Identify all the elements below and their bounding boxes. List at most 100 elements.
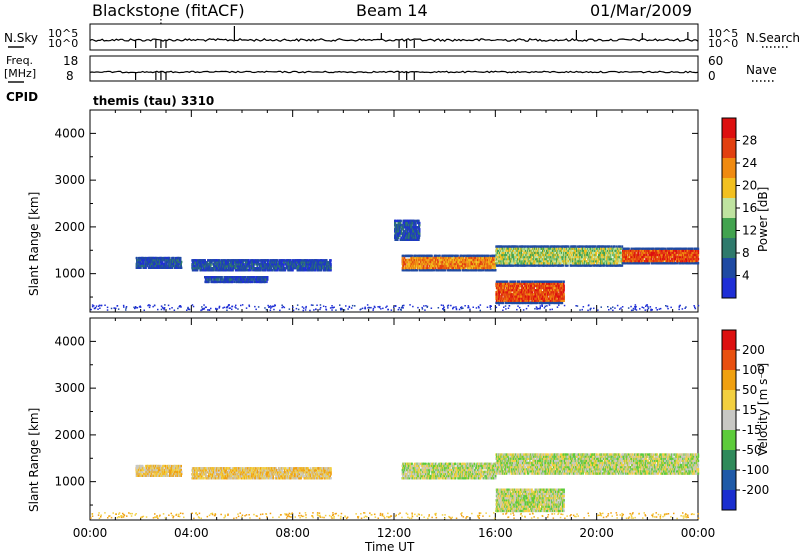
echo-cell	[211, 261, 213, 264]
echo-cell	[398, 223, 401, 227]
echo-cell	[446, 269, 449, 272]
echo-cell	[305, 263, 308, 266]
echo-cell	[432, 264, 434, 268]
echo-cell	[250, 276, 252, 279]
echo-cell	[414, 260, 416, 264]
echo-cell	[312, 265, 315, 268]
echo-cell	[211, 263, 213, 266]
echo-cell	[305, 261, 308, 264]
echo-cell	[502, 301, 505, 305]
echo-cell	[218, 259, 221, 262]
echo-cell	[540, 289, 543, 292]
echo-cell	[180, 262, 182, 266]
echo-cell	[152, 266, 155, 269]
echo-cell	[219, 261, 222, 264]
echo-cell	[236, 265, 239, 268]
echo-cell	[221, 259, 224, 262]
echo-cell	[248, 265, 251, 268]
echo-cell	[407, 232, 410, 235]
echo-cell	[418, 230, 421, 233]
echo-cell	[264, 267, 267, 270]
echo-cell	[329, 261, 332, 264]
echo-cell	[265, 265, 268, 268]
echo-cell	[236, 276, 239, 279]
echo-cell	[249, 263, 251, 266]
echo-cell	[233, 276, 236, 279]
echo-cell	[430, 256, 433, 260]
echo-cell	[194, 267, 197, 270]
echo-cell	[431, 254, 433, 258]
echo-cell	[316, 265, 318, 268]
echo-cell	[401, 269, 404, 272]
echo-cell	[248, 263, 250, 266]
echo-cell	[395, 223, 398, 227]
echo-cell	[289, 261, 292, 264]
power-panel-frame	[89, 109, 699, 313]
echo-cell	[256, 265, 258, 268]
freq-tick-bottom: 8	[66, 69, 74, 83]
echo-cell	[511, 295, 513, 298]
echo-cell	[451, 269, 454, 272]
echo-cell	[408, 236, 410, 239]
echo-cell	[299, 267, 302, 270]
echo-cell	[269, 267, 271, 270]
echo-cell	[229, 265, 232, 268]
echo-cell	[247, 261, 249, 264]
echo-cell	[156, 256, 159, 260]
echo-cell	[402, 226, 404, 229]
echo-cell	[215, 261, 218, 264]
echo-cell	[437, 258, 439, 262]
echo-cell	[254, 280, 256, 284]
echo-cell	[411, 269, 414, 272]
x-axis-title: Time UT	[365, 540, 415, 554]
echo-cell	[426, 258, 429, 262]
echo-cell	[553, 286, 555, 290]
echo-cell	[204, 280, 207, 284]
echo-cell	[497, 297, 500, 300]
echo-cell	[430, 262, 433, 266]
echo-cell	[439, 254, 441, 258]
echo-cell	[260, 269, 262, 272]
echo-cell	[405, 266, 408, 270]
echo-cell	[416, 262, 418, 266]
echo-cell	[417, 260, 419, 264]
echo-cell	[404, 223, 406, 227]
echo-cell	[406, 264, 408, 268]
echo-cell	[411, 258, 414, 262]
echo-cell	[308, 265, 310, 268]
echo-cell	[443, 260, 446, 264]
echo-cell	[563, 299, 565, 302]
echo-cell	[292, 261, 294, 264]
echo-cell	[435, 264, 438, 268]
echo-cell	[302, 265, 304, 268]
echo-cell	[159, 258, 161, 262]
echo-cell	[140, 266, 142, 269]
echo-cell	[558, 282, 560, 285]
echo-cell	[283, 263, 285, 266]
echo-cell	[160, 256, 163, 260]
echo-cell	[505, 249, 508, 252]
echo-cell	[521, 284, 524, 288]
echo-cell	[449, 266, 451, 270]
echo-cell	[262, 280, 264, 284]
echo-cell	[169, 266, 172, 269]
echo-cell	[290, 265, 293, 268]
echo-cell	[193, 263, 195, 266]
echo-cell	[402, 254, 404, 258]
echo-cell	[413, 219, 416, 223]
echo-cell	[243, 263, 245, 266]
echo-cell	[171, 264, 174, 268]
echo-cell	[501, 295, 503, 298]
echo-cell	[139, 256, 141, 260]
echo-cell	[415, 256, 417, 260]
echo-cell	[266, 265, 269, 268]
echo-cell	[237, 267, 240, 270]
echo-cell	[421, 260, 423, 264]
echo-cell	[198, 263, 201, 266]
echo-cell	[423, 266, 425, 270]
echo-cell	[418, 236, 421, 239]
echo-cell	[510, 291, 512, 294]
echo-cell	[530, 280, 532, 283]
echo-cell	[453, 262, 456, 266]
echo-cell	[160, 266, 163, 269]
